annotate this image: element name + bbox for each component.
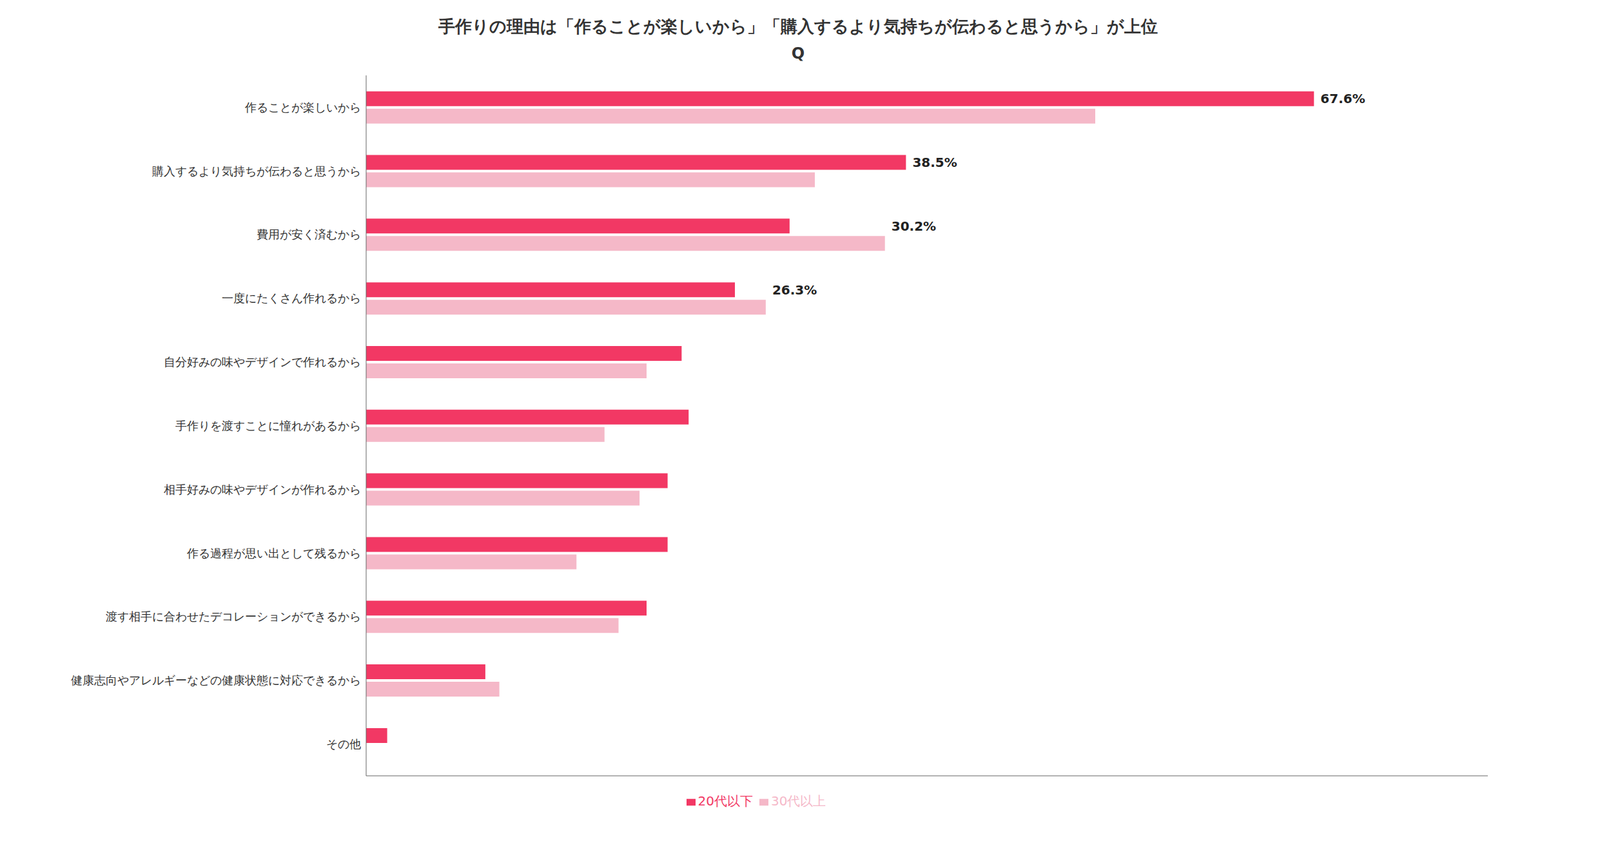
svg-text:作ることが楽しいから: 作ることが楽しいから: [244, 100, 361, 115]
html-text:20代以下: 20代以下: [697, 793, 753, 810]
html-text:手作りの理由は「作ることが楽しいから」「購入するより気持ちが: 手作りの理由は「作ることが楽しいから」「購入するより気持ちが伝わると思うから」が…: [438, 16, 1158, 37]
svg-text:作る過程が思い出として残るから: 作る過程が思い出として残るから: [186, 546, 361, 561]
svg-text:健康志向やアレルギーなどの健康状態に対応できるから: 健康志向やアレルギーなどの健康状態に対応できるから: [70, 673, 361, 688]
svg-text:相手好みの味やデザインが作れるから: 相手好みの味やデザインが作れるから: [163, 482, 361, 497]
html-text:30代以上: 30代以上: [770, 793, 827, 810]
svg-text:26.3%: 26.3%: [772, 282, 817, 298]
html-text:Q: Q: [791, 44, 805, 63]
svg-text:その他: その他: [326, 737, 361, 752]
svg-text:購入するより気持ちが伝わると思うから: 購入するより気持ちが伝わると思うから: [152, 164, 361, 178]
svg-text:手作りを渡すことに憧れがあるから: 手作りを渡すことに憧れがあるから: [175, 419, 361, 433]
svg-text:一度にたくさん作れるから: 一度にたくさん作れるから: [221, 291, 361, 305]
svg-text:38.5%: 38.5%: [912, 154, 957, 171]
svg-text:渡す相手に合わせたデコレーションができるから: 渡す相手に合わせたデコレーションができるから: [105, 609, 361, 624]
svg-text:費用が安く済むから: 費用が安く済むから: [256, 227, 361, 242]
svg-text:自分好みの味やデザインで作れるから: 自分好みの味やデザインで作れるから: [163, 355, 361, 369]
svg-text:67.6%: 67.6%: [1320, 90, 1365, 107]
svg-text:30.2%: 30.2%: [891, 218, 937, 235]
